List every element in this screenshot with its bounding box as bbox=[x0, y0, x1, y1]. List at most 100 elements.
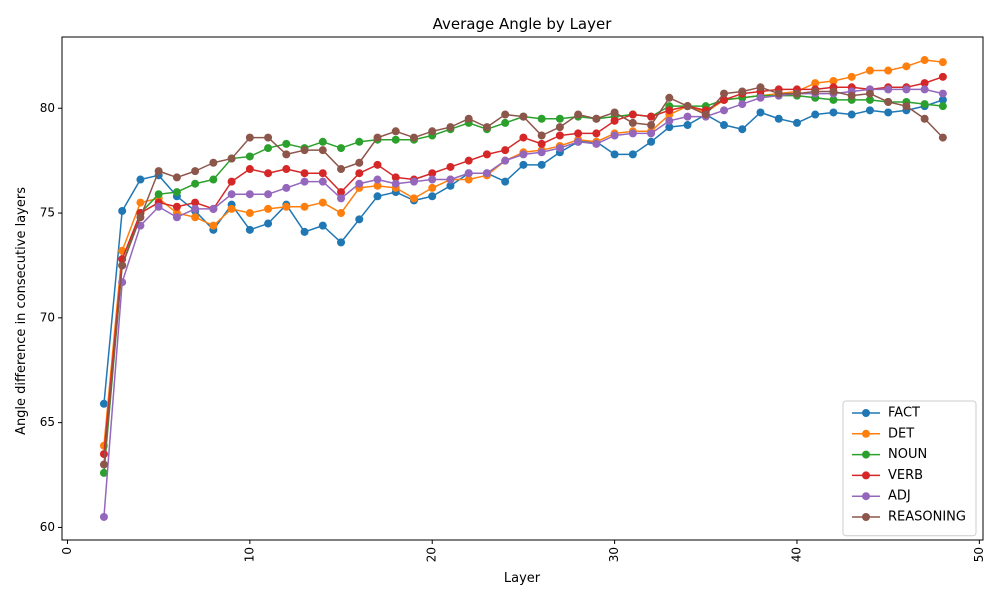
data-point-verb bbox=[428, 169, 437, 178]
data-point-verb bbox=[446, 162, 455, 171]
data-point-reasoning bbox=[537, 131, 546, 140]
x-tick-label: 50 bbox=[972, 547, 986, 562]
data-point-verb bbox=[391, 173, 400, 182]
legend-label-adj: ADJ bbox=[888, 489, 911, 504]
data-point-det bbox=[245, 209, 254, 218]
data-point-verb bbox=[665, 106, 674, 115]
data-point-det bbox=[282, 202, 291, 211]
data-point-verb bbox=[99, 450, 108, 459]
data-point-adj bbox=[337, 194, 346, 203]
data-point-det bbox=[920, 56, 929, 65]
data-point-reasoning bbox=[938, 133, 947, 142]
legend-label-reasoning: REASONING bbox=[888, 510, 966, 525]
data-point-reasoning bbox=[99, 460, 108, 469]
data-point-reasoning bbox=[446, 123, 455, 132]
data-point-verb bbox=[628, 110, 637, 119]
data-point-reasoning bbox=[811, 87, 820, 96]
data-point-verb bbox=[920, 79, 929, 88]
data-point-adj bbox=[628, 129, 637, 138]
data-point-reasoning bbox=[482, 123, 491, 132]
data-point-reasoning bbox=[300, 146, 309, 155]
data-point-fact bbox=[373, 192, 382, 201]
data-point-adj bbox=[391, 179, 400, 188]
data-point-det bbox=[136, 198, 145, 207]
legend-marker-det bbox=[862, 429, 870, 438]
data-point-adj bbox=[537, 148, 546, 157]
data-point-adj bbox=[902, 85, 911, 94]
data-point-reasoning bbox=[592, 114, 601, 123]
data-point-noun bbox=[282, 139, 291, 148]
data-point-verb bbox=[172, 202, 181, 211]
data-point-reasoning bbox=[774, 89, 783, 98]
data-point-adj bbox=[610, 131, 619, 140]
data-point-adj bbox=[920, 85, 929, 94]
data-point-fact bbox=[628, 150, 637, 159]
data-point-adj bbox=[264, 190, 273, 199]
data-point-fact bbox=[300, 227, 309, 236]
x-tick-label: 0 bbox=[60, 547, 74, 555]
legend-marker-verb bbox=[862, 471, 870, 480]
data-point-adj bbox=[884, 85, 893, 94]
data-point-verb bbox=[282, 165, 291, 174]
data-point-adj bbox=[373, 175, 382, 184]
data-point-reasoning bbox=[902, 102, 911, 111]
data-point-fact bbox=[738, 125, 747, 134]
data-point-verb bbox=[191, 198, 200, 207]
data-point-adj bbox=[428, 175, 437, 184]
data-point-reasoning bbox=[865, 89, 874, 98]
legend-label-noun: NOUN bbox=[888, 447, 927, 462]
data-point-det bbox=[847, 72, 856, 81]
data-point-reasoning bbox=[792, 89, 801, 98]
data-point-reasoning bbox=[282, 150, 291, 159]
data-point-reasoning bbox=[574, 110, 583, 119]
data-point-det bbox=[227, 204, 236, 213]
data-point-noun bbox=[209, 175, 218, 184]
data-point-fact bbox=[811, 110, 820, 119]
data-point-det bbox=[264, 204, 273, 213]
data-point-fact bbox=[774, 114, 783, 123]
y-tick-label: 65 bbox=[40, 415, 55, 429]
data-point-fact bbox=[647, 137, 656, 146]
data-point-reasoning bbox=[318, 146, 327, 155]
data-point-fact bbox=[665, 123, 674, 132]
data-point-verb bbox=[464, 156, 473, 165]
data-point-noun bbox=[99, 468, 108, 477]
data-point-det bbox=[884, 66, 893, 75]
series-layer bbox=[99, 56, 947, 521]
data-point-verb bbox=[337, 188, 346, 197]
data-point-verb bbox=[647, 112, 656, 121]
data-point-verb bbox=[355, 169, 364, 178]
data-point-det bbox=[902, 62, 911, 71]
data-point-verb bbox=[938, 72, 947, 81]
legend-marker-noun bbox=[862, 450, 870, 459]
data-point-det bbox=[409, 194, 418, 203]
legend-label-verb: VERB bbox=[888, 468, 923, 483]
legend-box bbox=[842, 400, 977, 537]
data-point-det bbox=[373, 181, 382, 190]
data-point-adj bbox=[665, 116, 674, 125]
data-point-reasoning bbox=[227, 154, 236, 163]
data-point-fact bbox=[519, 160, 528, 169]
data-point-reasoning bbox=[337, 165, 346, 174]
data-point-noun bbox=[938, 102, 947, 111]
data-point-reasoning bbox=[154, 167, 163, 176]
data-point-fact bbox=[865, 106, 874, 115]
data-point-reasoning bbox=[264, 133, 273, 142]
data-point-fact bbox=[610, 150, 619, 159]
data-point-verb bbox=[482, 150, 491, 159]
y-axis-label: Angle difference in consecutive layers bbox=[14, 187, 29, 435]
data-point-det bbox=[865, 66, 874, 75]
data-point-fact bbox=[683, 121, 692, 130]
data-point-noun bbox=[318, 137, 327, 146]
data-point-det bbox=[811, 79, 820, 88]
data-point-adj bbox=[227, 190, 236, 199]
data-point-noun bbox=[537, 114, 546, 123]
data-point-adj bbox=[683, 112, 692, 121]
data-point-verb bbox=[300, 169, 309, 178]
data-point-noun bbox=[337, 144, 346, 153]
data-point-det bbox=[829, 77, 838, 86]
data-point-adj bbox=[191, 204, 200, 213]
data-point-reasoning bbox=[172, 173, 181, 182]
x-tick-label: 30 bbox=[607, 547, 621, 562]
